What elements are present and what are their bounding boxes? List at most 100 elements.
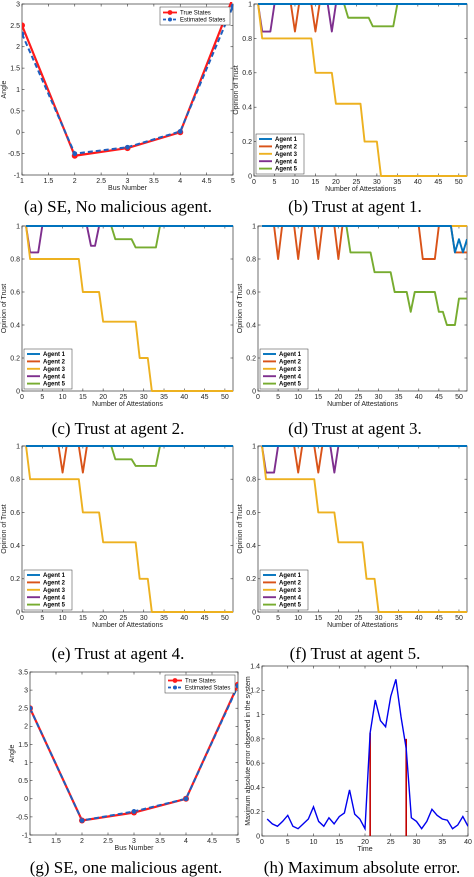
x-tick-label: 20 bbox=[332, 179, 340, 186]
x-tick-label: 5 bbox=[276, 615, 280, 622]
y-tick-label: 1 bbox=[16, 443, 20, 450]
y-axis-label: Opinion of Trust bbox=[237, 284, 244, 333]
legend-marker-true bbox=[167, 10, 173, 15]
y-tick-label: 0.4 bbox=[10, 322, 20, 329]
y-tick-label: 0.4 bbox=[250, 785, 260, 792]
y-ticks: -1 -0.5 0 0.5 1 1.5 2 2.5 3 bbox=[8, 1, 233, 179]
y-tick-label: 3 bbox=[16, 1, 20, 8]
x-tick-label: 25 bbox=[355, 615, 363, 622]
legend-label-agent-3: Agent 3 bbox=[279, 588, 302, 594]
caption-h: (h) Maximum absolute error. bbox=[264, 858, 460, 877]
plot-series bbox=[261, 445, 467, 613]
x-tick-label: 0 bbox=[20, 615, 24, 622]
panel-d: 0 5 10 15 20 25 30 35 40 45 50 0 0.2 0.4 0.6 0.8 1 Number… bbox=[237, 223, 468, 408]
x-tick-label: 40 bbox=[414, 179, 422, 186]
y-tick-label: 1 bbox=[16, 87, 20, 94]
y-tick-label: 0.4 bbox=[246, 543, 256, 550]
caption-d: (d) Trust at agent 3. bbox=[288, 419, 422, 438]
y-tick-label: 2.5 bbox=[10, 23, 20, 30]
x-tick-label: 35 bbox=[160, 394, 168, 401]
caption-f: (f) Trust at agent 5. bbox=[290, 644, 421, 663]
series-line-agent-5 bbox=[258, 3, 467, 28]
y-tick-label: 3.5 bbox=[18, 669, 28, 676]
x-tick-label: 0 bbox=[260, 839, 264, 846]
x-tick-label: 4.5 bbox=[202, 178, 212, 185]
panel-c: 0 5 10 15 20 25 30 35 40 45 50 0 0.2 0.4 0.6 0.8 1 Number… bbox=[1, 223, 234, 408]
y-tick-label: 0.8 bbox=[246, 477, 256, 484]
legend-label-agent-4: Agent 4 bbox=[279, 595, 302, 601]
y-tick-label: -0.5 bbox=[16, 814, 28, 821]
y-ticks: 0 0.2 0.4 0.6 0.8 1 bbox=[242, 1, 467, 180]
x-tick-label: 20 bbox=[99, 394, 107, 401]
caption-c: (c) Trust at agent 2. bbox=[52, 419, 185, 438]
x-tick-label: 40 bbox=[415, 615, 423, 622]
x-tick-label: 30 bbox=[373, 179, 381, 186]
series-line-max-error bbox=[266, 679, 468, 832]
y-tick-label: 1 bbox=[24, 760, 28, 767]
x-tick-label: 5 bbox=[286, 839, 290, 846]
x-tick-label: 35 bbox=[395, 394, 403, 401]
x-tick-label: 3.5 bbox=[149, 178, 159, 185]
y-tick-label: 1 bbox=[256, 712, 260, 719]
y-tick-label: 0.6 bbox=[242, 70, 252, 77]
series-line-agent-5 bbox=[26, 445, 233, 467]
y-tick-label: 0 bbox=[252, 609, 256, 616]
y-tick-label: 0.8 bbox=[10, 477, 20, 484]
y-ticks: 0 0.2 0.4 0.6 0.8 1 bbox=[10, 443, 233, 616]
y-axis-label: Maximum absolute error observed in the s… bbox=[245, 676, 252, 826]
x-tick-label: 1 bbox=[20, 178, 24, 185]
legend-label-agent-1: Agent 1 bbox=[279, 573, 302, 579]
x-tick-label: 40 bbox=[180, 615, 188, 622]
y-ticks: 0 0.2 0.4 0.6 0.8 1 bbox=[246, 223, 467, 395]
x-tick-label: 5 bbox=[236, 838, 240, 845]
x-tick-label: 25 bbox=[120, 615, 128, 622]
y-tick-label: 0.2 bbox=[246, 355, 256, 362]
y-tick-label: 0 bbox=[16, 609, 20, 616]
legend-label-true-states: True States bbox=[185, 679, 216, 685]
x-ticks: 0 5 10 15 20 25 30 35 40 45 50 bbox=[256, 226, 463, 401]
x-tick-label: 30 bbox=[375, 394, 383, 401]
x-tick-label: 30 bbox=[140, 615, 148, 622]
series-line-estimated-states bbox=[22, 5, 233, 155]
legend-label-agent-2: Agent 2 bbox=[43, 360, 66, 366]
x-ticks: 0 5 10 15 20 25 30 35 40 45 50 bbox=[20, 446, 229, 622]
legend-label-agent-4: Agent 4 bbox=[43, 374, 66, 380]
x-tick-label: 45 bbox=[201, 394, 209, 401]
point-estimated-state bbox=[125, 144, 130, 150]
plot-frame bbox=[261, 665, 469, 837]
x-ticks: 1 1.5 2 2.5 3 3.5 4 4.5 5 bbox=[20, 4, 235, 185]
legend-label-agent-1: Agent 1 bbox=[275, 137, 298, 143]
x-tick-label: 30 bbox=[375, 615, 383, 622]
x-axis-label: Number of Attestations bbox=[327, 622, 398, 629]
panel-b: 0 5 10 15 20 25 30 35 40 45 50 0 0.2 0.4 0.6 0.8 1 Number… bbox=[233, 1, 468, 193]
y-tick-label: 0 bbox=[248, 173, 252, 180]
x-axis-label: Number of Attestations bbox=[92, 622, 163, 629]
x-tick-label: 2.5 bbox=[96, 178, 106, 185]
point-estimated-state bbox=[72, 151, 78, 157]
panel-g: 1 1.5 2 2.5 3 3.5 4 4.5 5-1-0.500.511.522.533.5B… bbox=[9, 669, 240, 852]
x-tick-label: 50 bbox=[455, 615, 463, 622]
legend-marker-true bbox=[172, 678, 178, 683]
x-tick-label: 10 bbox=[59, 394, 67, 401]
x-tick-label: 10 bbox=[294, 615, 302, 622]
x-tick-label: 5 bbox=[231, 178, 235, 185]
caption-g: (g) SE, one malicious agent. bbox=[30, 858, 223, 877]
y-tick-label: 0.6 bbox=[10, 289, 20, 296]
y-axis-label: Angle bbox=[9, 744, 16, 762]
y-tick-label: 2 bbox=[16, 44, 20, 51]
x-tick-label: 2.5 bbox=[103, 838, 113, 845]
legend-marker-est bbox=[168, 17, 172, 22]
legend-label-estimated-states: Estimated States bbox=[185, 686, 230, 692]
legend-label-agent-4: Agent 4 bbox=[43, 595, 66, 601]
x-tick-label: 15 bbox=[79, 615, 87, 622]
y-tick-label: 2.5 bbox=[18, 706, 28, 713]
x-ticks: 0 5 10 15 20 25 30 35 40 bbox=[260, 666, 472, 846]
x-tick-label: 3 bbox=[126, 178, 130, 185]
x-tick-label: 50 bbox=[221, 394, 229, 401]
x-tick-label: 1.5 bbox=[44, 178, 54, 185]
legend-label-agent-4: Agent 4 bbox=[275, 159, 298, 165]
point-estimated-state bbox=[183, 796, 189, 802]
